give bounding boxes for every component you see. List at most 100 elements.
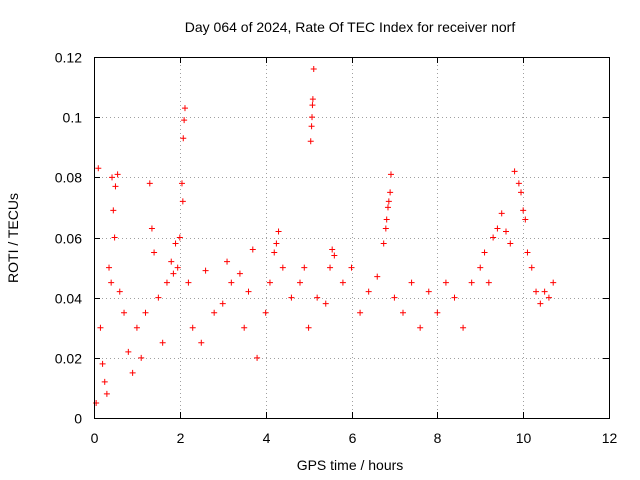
data-point — [111, 234, 118, 241]
data-point — [380, 240, 387, 247]
data-point — [181, 105, 188, 112]
data-point — [528, 264, 535, 271]
data-point — [507, 240, 514, 247]
data-point — [138, 354, 145, 361]
data-point — [301, 264, 308, 271]
data-point — [168, 258, 175, 265]
data-point — [524, 249, 531, 256]
data-point — [112, 183, 119, 190]
data-point — [305, 324, 312, 331]
data-point — [155, 294, 162, 301]
data-point — [400, 309, 406, 316]
data-point — [106, 264, 113, 271]
y-tick-label: 0.02 — [55, 351, 82, 367]
data-point — [477, 264, 484, 271]
data-point — [537, 300, 544, 307]
data-point — [185, 279, 192, 286]
data-point — [391, 294, 398, 301]
data-point — [249, 246, 256, 253]
data-point — [241, 324, 248, 331]
y-tick-label: 0.08 — [55, 170, 82, 186]
data-point — [279, 264, 286, 271]
data-point — [494, 225, 501, 232]
data-points — [93, 66, 557, 406]
data-point — [142, 309, 149, 316]
data-point — [198, 339, 205, 346]
y-tick-label: 0.06 — [55, 231, 82, 247]
data-point — [408, 279, 415, 286]
data-point — [387, 189, 394, 196]
data-point — [442, 279, 449, 286]
data-point — [181, 117, 188, 124]
x-tick-label: 2 — [177, 430, 185, 446]
x-tick-label: 4 — [263, 430, 271, 446]
x-ticks: 0 2 4 6 8 10 12 — [91, 57, 618, 446]
data-point — [417, 324, 424, 331]
y-axis-label: ROTI / TECUs — [5, 193, 21, 283]
data-point — [309, 114, 316, 121]
data-point — [468, 279, 475, 286]
data-point — [99, 360, 106, 367]
data-point — [309, 102, 316, 109]
data-point — [110, 207, 117, 214]
data-point — [382, 225, 389, 232]
data-point — [288, 294, 295, 301]
data-point — [518, 189, 525, 196]
data-point — [275, 228, 282, 235]
data-point — [339, 279, 346, 286]
data-point — [383, 216, 390, 223]
data-point — [357, 309, 364, 316]
chart-title: Day 064 of 2024, Rate Of TEC Index for r… — [185, 19, 516, 35]
x-axis-label: GPS time / hours — [297, 457, 404, 473]
data-point — [146, 180, 153, 187]
data-point — [522, 216, 529, 223]
data-point — [385, 198, 392, 205]
data-point — [170, 270, 177, 277]
data-point — [271, 249, 278, 256]
data-point — [114, 171, 121, 178]
data-point — [309, 96, 316, 103]
y-tick-label: 0.1 — [63, 110, 83, 126]
data-point — [460, 324, 467, 331]
data-point — [129, 369, 136, 376]
data-point — [202, 267, 209, 274]
data-point — [327, 264, 334, 271]
data-point — [254, 354, 261, 361]
y-ticks: 0 0.02 0.04 0.06 0.08 0.1 0.12 — [55, 50, 609, 427]
data-point — [515, 180, 522, 187]
data-point — [179, 198, 186, 205]
data-point — [533, 288, 540, 295]
data-point — [103, 390, 110, 397]
x-tick-label: 12 — [602, 430, 618, 446]
data-point — [133, 324, 140, 331]
data-point — [236, 270, 243, 277]
data-point — [273, 240, 280, 247]
data-point — [348, 264, 355, 271]
data-point — [116, 288, 123, 295]
data-point — [365, 288, 372, 295]
data-point — [387, 171, 394, 178]
x-tick-label: 6 — [349, 430, 357, 446]
data-point — [545, 294, 552, 301]
y-tick-label: 0 — [74, 411, 82, 427]
data-point — [245, 288, 252, 295]
data-point — [148, 225, 155, 232]
data-point — [329, 246, 336, 253]
data-point — [310, 66, 317, 73]
data-point — [172, 240, 179, 247]
data-point — [314, 294, 321, 301]
data-point — [151, 249, 158, 256]
data-point — [95, 165, 102, 172]
data-point — [331, 252, 338, 259]
data-point — [121, 309, 128, 316]
data-point — [511, 168, 518, 175]
data-point — [125, 348, 132, 355]
y-tick-label: 0.12 — [55, 50, 82, 66]
data-point — [224, 258, 231, 265]
data-point — [374, 273, 381, 280]
data-point — [176, 234, 183, 241]
data-point — [451, 294, 458, 301]
data-point — [219, 300, 226, 307]
data-point — [211, 309, 218, 316]
data-point — [97, 324, 104, 331]
